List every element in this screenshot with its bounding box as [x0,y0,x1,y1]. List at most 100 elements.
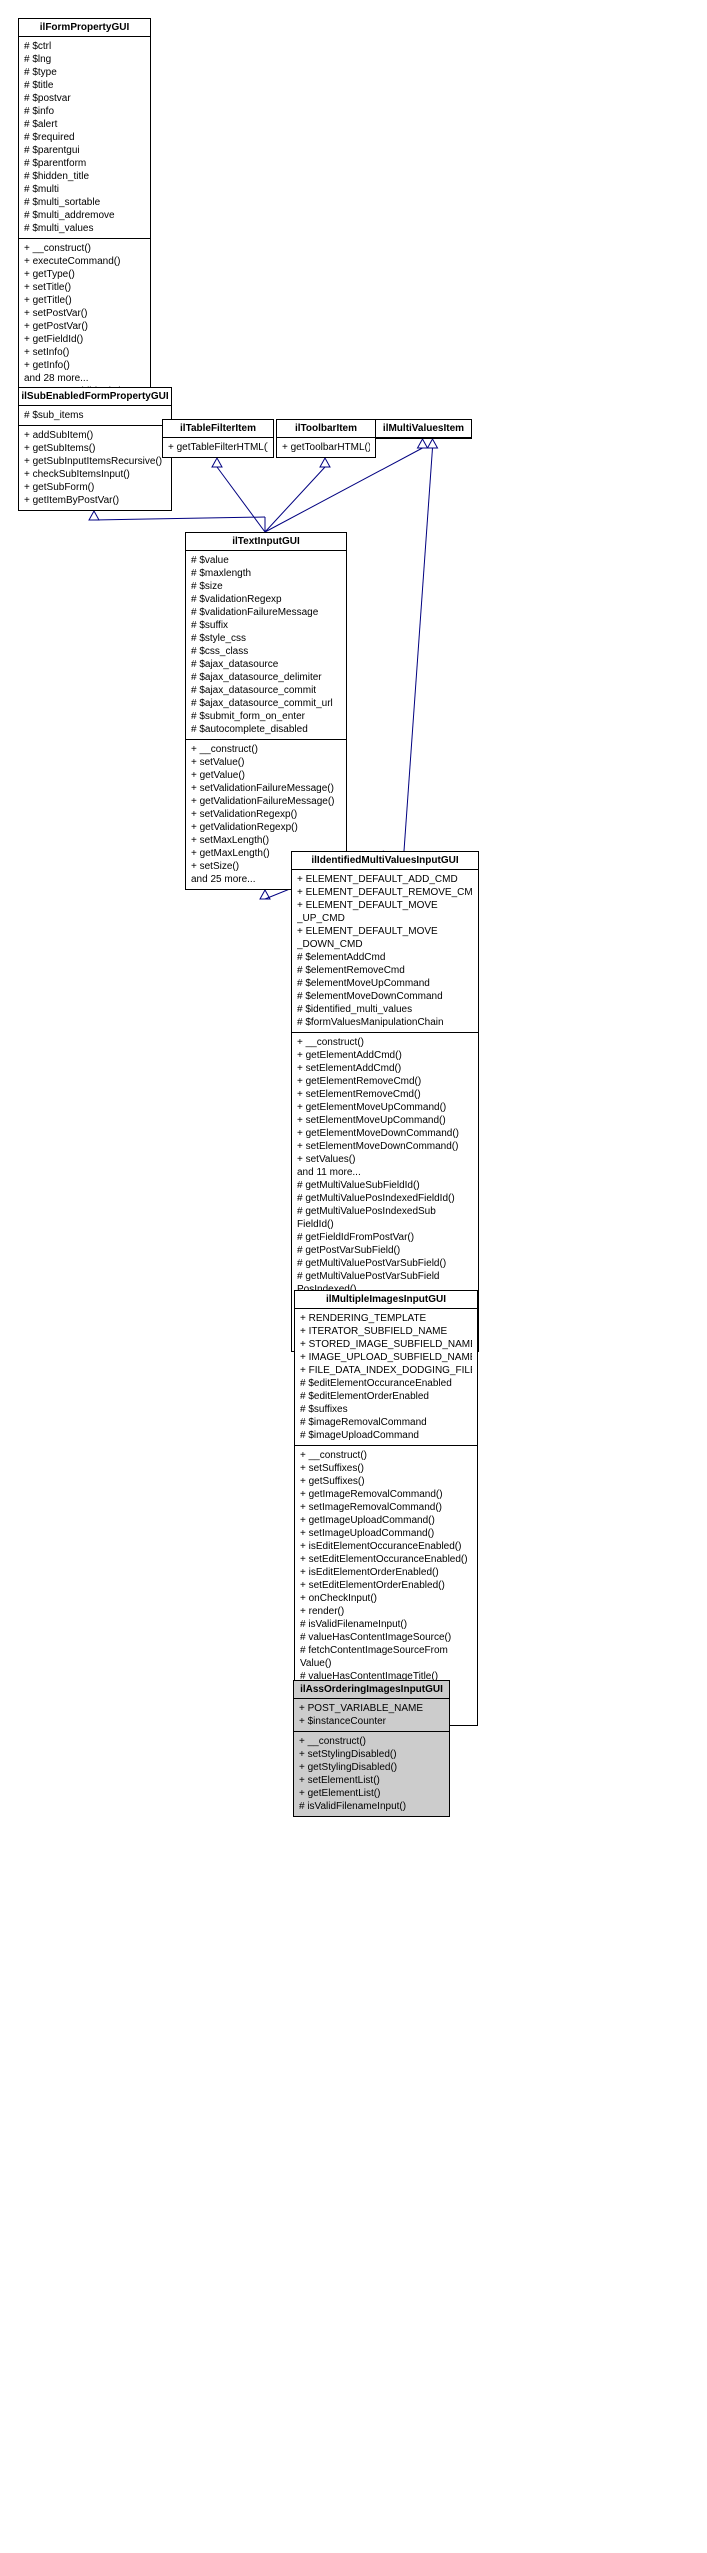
class-b1: ilFormPropertyGUI# $ctrl# $lng# $type# $… [18,18,151,428]
attr: # $multi [24,183,145,196]
attr: + ELEMENT_DEFAULT_MOVE [297,925,473,938]
op: # getFieldIdFromPostVar() [297,1231,473,1244]
op: FieldId() [297,1218,473,1231]
op: + setPostVar() [24,307,145,320]
op: + isEditElementOrderEnabled() [300,1566,472,1579]
op: + setValues() [297,1153,473,1166]
class-b3: ilTableFilterItem + getTableFilterHTML() [162,419,274,458]
attr: # $suffixes [300,1403,472,1416]
attr: # $ajax_datasource_delimiter [191,671,341,684]
attr: + RENDERING_TEMPLATE [300,1312,472,1325]
class-title: ilFormPropertyGUI [19,19,150,37]
class-title: ilMultipleImagesInputGUI [295,1291,477,1309]
attr: + FILE_DATA_INDEX_DODGING_FILE [300,1364,472,1377]
op: and 11 more... [297,1166,473,1179]
attr: # $parentgui [24,144,145,157]
class-b2: ilSubEnabledFormPropertyGUI # $sub_items +… [18,387,172,511]
op: + getInfo() [24,359,145,372]
attr: # $sub_items [24,409,166,422]
op: + getSubForm() [24,481,166,494]
op: + __construct() [299,1735,444,1748]
attr: # $ajax_datasource_commit [191,684,341,697]
op: + getTableFilterHTML() [168,441,268,454]
op: + setImageUploadCommand() [300,1527,472,1540]
class-b5: ilMultiValuesItem [375,419,472,439]
ops-section: + __construct()+ setStylingDisabled() + g… [294,1732,449,1816]
class-title: ilTextInputGUI [186,533,346,551]
attr: # $autocomplete_disabled [191,723,341,736]
attrs-section: + ELEMENT_DEFAULT_ADD_CMD+ ELEMENT_DEFAU… [292,870,478,1033]
op: # isValidFilenameInput() [300,1618,472,1631]
op: + setValidationRegexp() [191,808,341,821]
op: + getElementList() [299,1787,444,1800]
attr: # $css_class [191,645,341,658]
op: # getMultiValuePostVarSubField() [297,1257,473,1270]
attr: # $elementAddCmd [297,951,473,964]
attrs-section: + POST_VARIABLE_NAME+ $instanceCounter [294,1699,449,1732]
attr: # $elementMoveDownCommand [297,990,473,1003]
op: + __construct() [297,1036,473,1049]
op: + setValidationFailureMessage() [191,782,341,795]
attr: # $elementRemoveCmd [297,964,473,977]
op: and 28 more... [24,372,145,385]
attrs-section: # $value# $maxlength# $size# $validation… [186,551,346,740]
op: + getElementRemoveCmd() [297,1075,473,1088]
attr: _UP_CMD [297,912,473,925]
attr: # $maxlength [191,567,341,580]
class-title: ilAssOrderingImagesInputGUI [294,1681,449,1699]
op: + getPostVar() [24,320,145,333]
op: + getValidationRegexp() [191,821,341,834]
op: # valueHasContentImageSource() [300,1631,472,1644]
attr: # $required [24,131,145,144]
op: # getMultiValueSubFieldId() [297,1179,473,1192]
class-b9: ilAssOrderingImagesInputGUI+ POST_VARIAB… [293,1680,450,1817]
attr: # $imageRemovalCommand [300,1416,472,1429]
op: + getImageUploadCommand() [300,1514,472,1527]
attr: + STORED_IMAGE_SUBFIELD_NAME [300,1338,472,1351]
ops-section: + getToolbarHTML() [277,438,375,457]
op: + setElementList() [299,1774,444,1787]
op: + setElementMoveDownCommand() [297,1140,473,1153]
op: + getElementMoveDownCommand() [297,1127,473,1140]
attr: # $title [24,79,145,92]
op: + getElementAddCmd() [297,1049,473,1062]
attr: # $ajax_datasource [191,658,341,671]
op: + getFieldId() [24,333,145,346]
class-title: ilTableFilterItem [163,420,273,438]
class-title: ilSubEnabledFormPropertyGUI [19,388,171,406]
attr: # $imageUploadCommand [300,1429,472,1442]
attr: + POST_VARIABLE_NAME [299,1702,444,1715]
class-b6: ilTextInputGUI# $value# $maxlength# $siz… [185,532,347,890]
op: + setElementAddCmd() [297,1062,473,1075]
attr: # $suffix [191,619,341,632]
op: # fetchContentImageSourceFrom [300,1644,472,1657]
attr: # $postvar [24,92,145,105]
op: + __construct() [300,1449,472,1462]
op: + getElementMoveUpCommand() [297,1101,473,1114]
op: # getMultiValuePosIndexedSub [297,1205,473,1218]
op: + setStylingDisabled() [299,1748,444,1761]
op: + isEditElementOccuranceEnabled() [300,1540,472,1553]
op: + getImageRemovalCommand() [300,1488,472,1501]
op: + setEditElementOrderEnabled() [300,1579,472,1592]
op: + setTitle() [24,281,145,294]
class-b4: ilToolbarItem+ getToolbarHTML() [276,419,376,458]
class-title: ilMultiValuesItem [376,420,471,438]
op: + getType() [24,268,145,281]
op: + setMaxLength() [191,834,341,847]
class-title: ilToolbarItem [277,420,375,438]
op: + onCheckInput() [300,1592,472,1605]
op: # getPostVarSubField() [297,1244,473,1257]
op: + __construct() [191,743,341,756]
attrs-section: + RENDERING_TEMPLATE+ ITERATOR_SUBFIELD_… [295,1309,477,1446]
attrs-section: # $sub_items [19,406,171,426]
op: + setEditElementOccuranceEnabled() [300,1553,472,1566]
attr: # $multi_addremove [24,209,145,222]
attr: # $parentform [24,157,145,170]
attr: # $hidden_title [24,170,145,183]
attr: + IMAGE_UPLOAD_SUBFIELD_NAME [300,1351,472,1364]
op: + setInfo() [24,346,145,359]
op: + getSubInputItemsRecursive() [24,455,166,468]
op: + setValue() [191,756,341,769]
attr: # $validationRegexp [191,593,341,606]
